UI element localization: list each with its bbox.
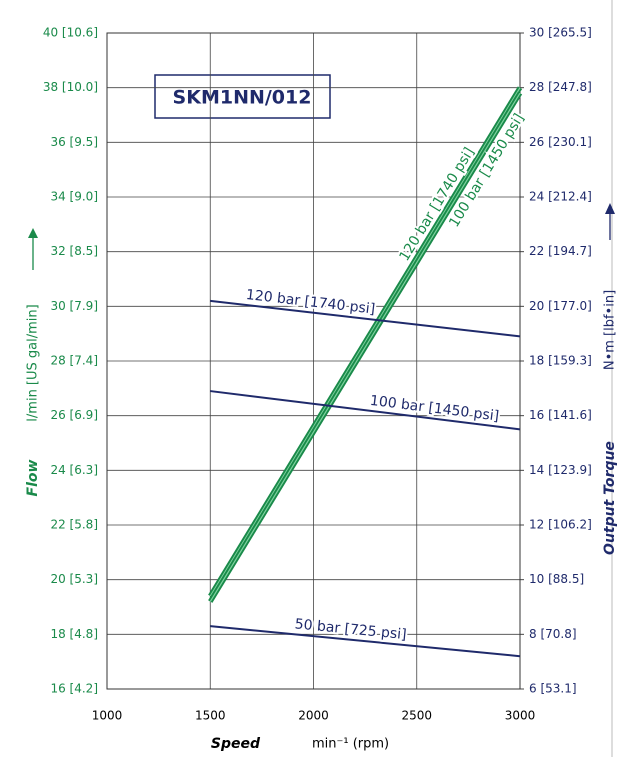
y-tick-label: 16 [4.2] (50, 682, 98, 696)
y2-tick-label: 12 [106.2] (529, 518, 592, 532)
x-tick-label: 1500 (195, 709, 226, 723)
y2-tick-label: 28 [247.8] (529, 80, 592, 94)
series-line (210, 390, 521, 431)
y2-tick-label: 30 [265.5] (529, 26, 592, 40)
y2-tick-label: 20 [177.0] (529, 299, 592, 313)
y-tick-label: 36 [9.5] (50, 135, 98, 149)
y2-tick-label: 14 [123.9] (529, 463, 592, 477)
plot-border (106, 32, 521, 690)
x-tick-label: 1000 (92, 709, 123, 723)
y-tick-label: 30 [7.9] (50, 299, 98, 313)
series-line-highlight (209, 92, 521, 602)
y2-axis-label: Output Torque (602, 441, 618, 555)
series-line-highlight (209, 87, 521, 597)
y-tick-label: 32 [8.5] (50, 244, 98, 258)
y2-tick-label: 24 [212.4] (529, 190, 592, 204)
y2-tick-label: 22 [194.7] (529, 244, 592, 258)
y2-tick-label: 10 [88.5] (529, 572, 584, 586)
chart-title: SKM1NN/012 (173, 87, 312, 109)
x-tick-label: 2500 (401, 709, 432, 723)
y2-axis-unit: N•m [lbf•in] (603, 290, 618, 370)
series-label: 100 bar [1450 psi] (369, 393, 500, 425)
y2-tick-label: 16 [141.6] (529, 408, 592, 422)
y-axis-unit: l/min [US gal/min] (26, 304, 41, 421)
x-axis-unit: min⁻¹ (rpm) (312, 737, 389, 752)
y-tick-label: 34 [9.0] (50, 190, 98, 204)
y-tick-label: 38 [10.0] (43, 80, 98, 94)
y2-tick-label: 18 [159.3] (529, 354, 592, 368)
y-tick-label: 40 [10.6] (43, 26, 98, 40)
x-tick-label: 3000 (505, 709, 536, 723)
y2-axis-arrowhead (605, 203, 615, 214)
y-tick-label: 22 [5.8] (50, 518, 98, 532)
y-tick-label: 26 [6.9] (50, 408, 98, 422)
title-box (154, 74, 331, 119)
y2-tick-label: 6 [53.1] (529, 682, 577, 696)
y-axis-arrowhead (28, 228, 38, 238)
x-axis-label: Speed (211, 736, 261, 752)
y-tick-label: 24 [6.3] (50, 463, 98, 477)
series-line (210, 625, 521, 658)
y-axis-label: Flow (25, 459, 41, 496)
y-tick-label: 28 [7.4] (50, 354, 98, 368)
y-tick-label: 20 [5.3] (50, 572, 98, 586)
y2-tick-label: 8 [70.8] (529, 627, 577, 641)
y2-tick-label: 26 [230.1] (529, 135, 592, 149)
series-line (210, 299, 521, 338)
x-tick-label: 2000 (298, 709, 329, 723)
y-tick-label: 18 [4.8] (50, 627, 98, 641)
